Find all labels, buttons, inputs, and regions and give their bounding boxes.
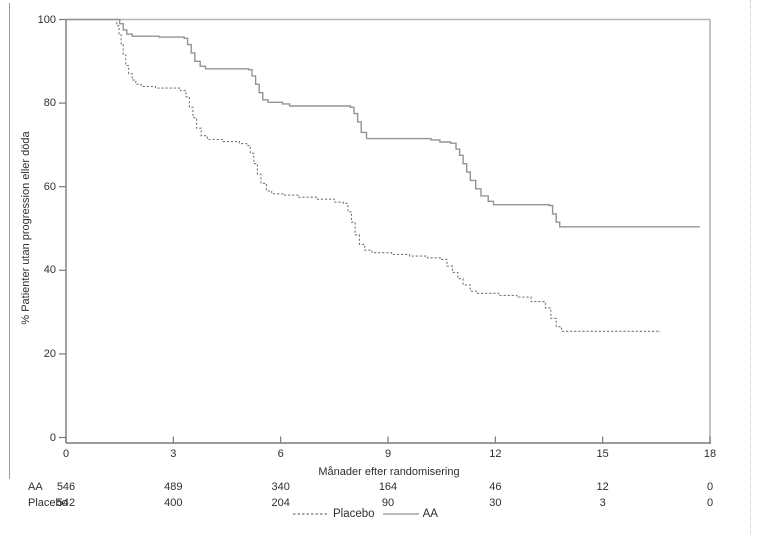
x-tick-label: 15 (596, 448, 609, 460)
legend-label: AA (422, 508, 438, 520)
y-axis-title: % Patienter utan progression eller döda (20, 131, 32, 325)
risk-row-label-aa: AA (28, 481, 43, 493)
risk-count: 3 (599, 497, 606, 509)
legend: Placebo AA (292, 508, 438, 520)
risk-count: 204 (271, 497, 290, 509)
risk-count: 340 (271, 481, 290, 493)
y-tick-label: 20 (43, 347, 56, 360)
risk-count: 0 (706, 481, 714, 493)
risk-count: 90 (381, 497, 395, 509)
risk-count: 489 (164, 481, 183, 493)
x-tick-label: 0 (62, 448, 70, 460)
risk-count: 542 (56, 497, 76, 509)
risk-count: 164 (378, 481, 398, 493)
x-tick-label: 3 (170, 448, 177, 460)
y-tick-label: 0 (49, 431, 56, 444)
y-tick-label: 60 (43, 180, 56, 193)
x-tick-label: 18 (703, 448, 717, 460)
legend-swatch-solid-line-icon (382, 513, 419, 515)
document-cell-border-left (9, 3, 10, 479)
document-cell-border-right (750, 0, 751, 534)
legend-item-aa: AA (382, 508, 438, 520)
y-tick-label: 100 (37, 13, 56, 26)
x-tick-label: 12 (489, 448, 502, 460)
legend-label: Placebo (333, 508, 375, 520)
risk-count: 30 (489, 497, 502, 509)
series-line-placebo (66, 18, 661, 333)
x-tick-label: 9 (384, 448, 392, 460)
risk-count: 0 (706, 497, 714, 509)
risk-count: 546 (56, 481, 76, 493)
legend-item-placebo: Placebo (292, 508, 375, 520)
risk-count: 400 (164, 497, 183, 509)
risk-count: 12 (596, 481, 609, 493)
x-axis-title: Månader efter randomisering (318, 466, 460, 478)
legend-swatch-dashed-line-icon (293, 513, 329, 515)
y-tick-label: 40 (43, 264, 56, 277)
y-tick-label: 80 (43, 97, 56, 110)
x-tick-label: 6 (277, 448, 284, 460)
series-line-aa (66, 18, 700, 228)
risk-row-label-placebo: Placebo (28, 497, 68, 509)
risk-count: 46 (489, 481, 502, 493)
